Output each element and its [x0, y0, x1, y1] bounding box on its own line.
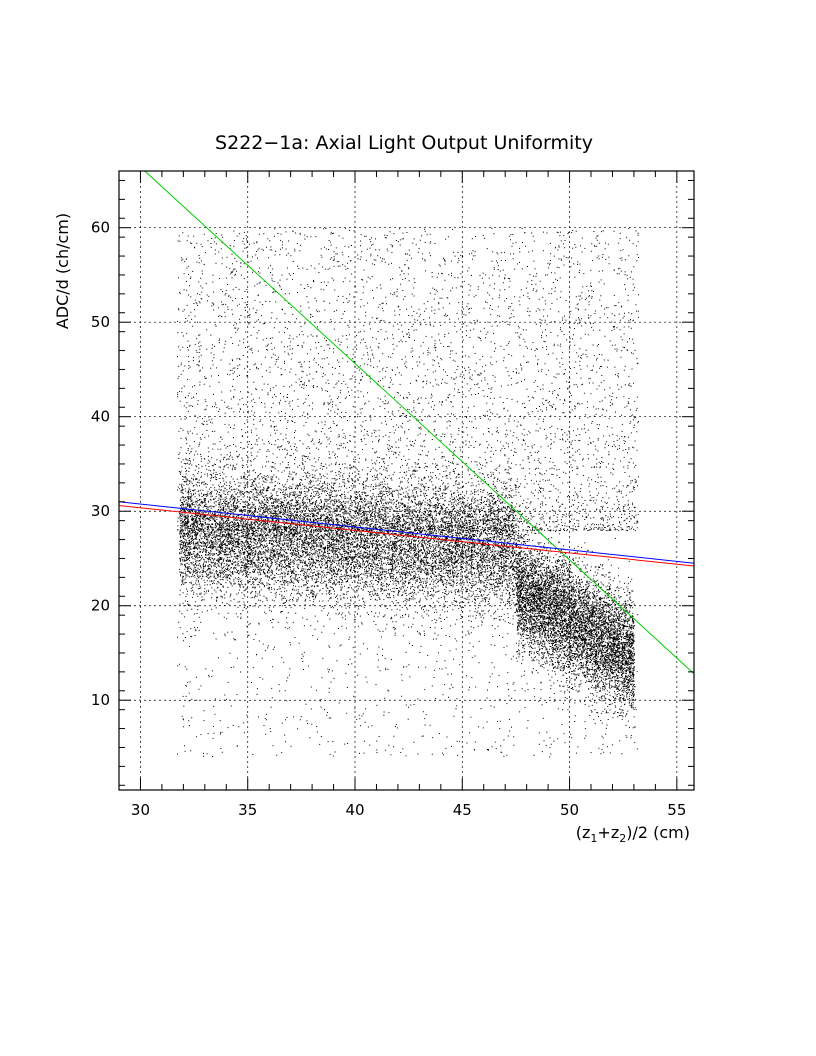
- fit-lines: [118, 170, 695, 675]
- x-tick-label: 55: [667, 801, 686, 819]
- x-label-part: (z: [576, 823, 591, 842]
- plot-frame: [118, 170, 695, 791]
- x-tick-label: 40: [345, 801, 364, 819]
- x-tick-label: 35: [238, 801, 257, 819]
- fit-line: [118, 501, 695, 564]
- x-tick-label: 30: [131, 801, 150, 819]
- x-label-part: +z: [597, 823, 619, 842]
- fit-line: [118, 505, 695, 567]
- axis-ticks: 30 35 40 45 50 55 10 20 30 40 50 60: [91, 171, 694, 819]
- y-tick-label: 40: [91, 408, 110, 426]
- x-tick-label: 45: [453, 801, 472, 819]
- grid-lines: [119, 171, 694, 790]
- y-tick-label: 10: [91, 691, 110, 709]
- x-tick-label: 50: [560, 801, 579, 819]
- y-tick-label: 20: [91, 597, 110, 615]
- y-tick-label: 50: [91, 313, 110, 331]
- x-label-part: )/2 (cm): [626, 823, 690, 842]
- y-axis-label: ADC/d (ch/cm): [53, 213, 72, 329]
- x-axis-label: (z1+z2)/2 (cm): [576, 823, 690, 845]
- scatter-points: [177, 227, 639, 758]
- scatter-point-cloud: [177, 227, 639, 758]
- x-label-sub2: 2: [619, 832, 626, 845]
- chart-title: S222−1a: Axial Light Output Uniformity: [215, 132, 593, 154]
- x-label-sub1: 1: [590, 832, 597, 845]
- fit-line: [144, 170, 695, 675]
- y-tick-label: 60: [91, 219, 110, 237]
- y-tick-label: 30: [91, 502, 110, 520]
